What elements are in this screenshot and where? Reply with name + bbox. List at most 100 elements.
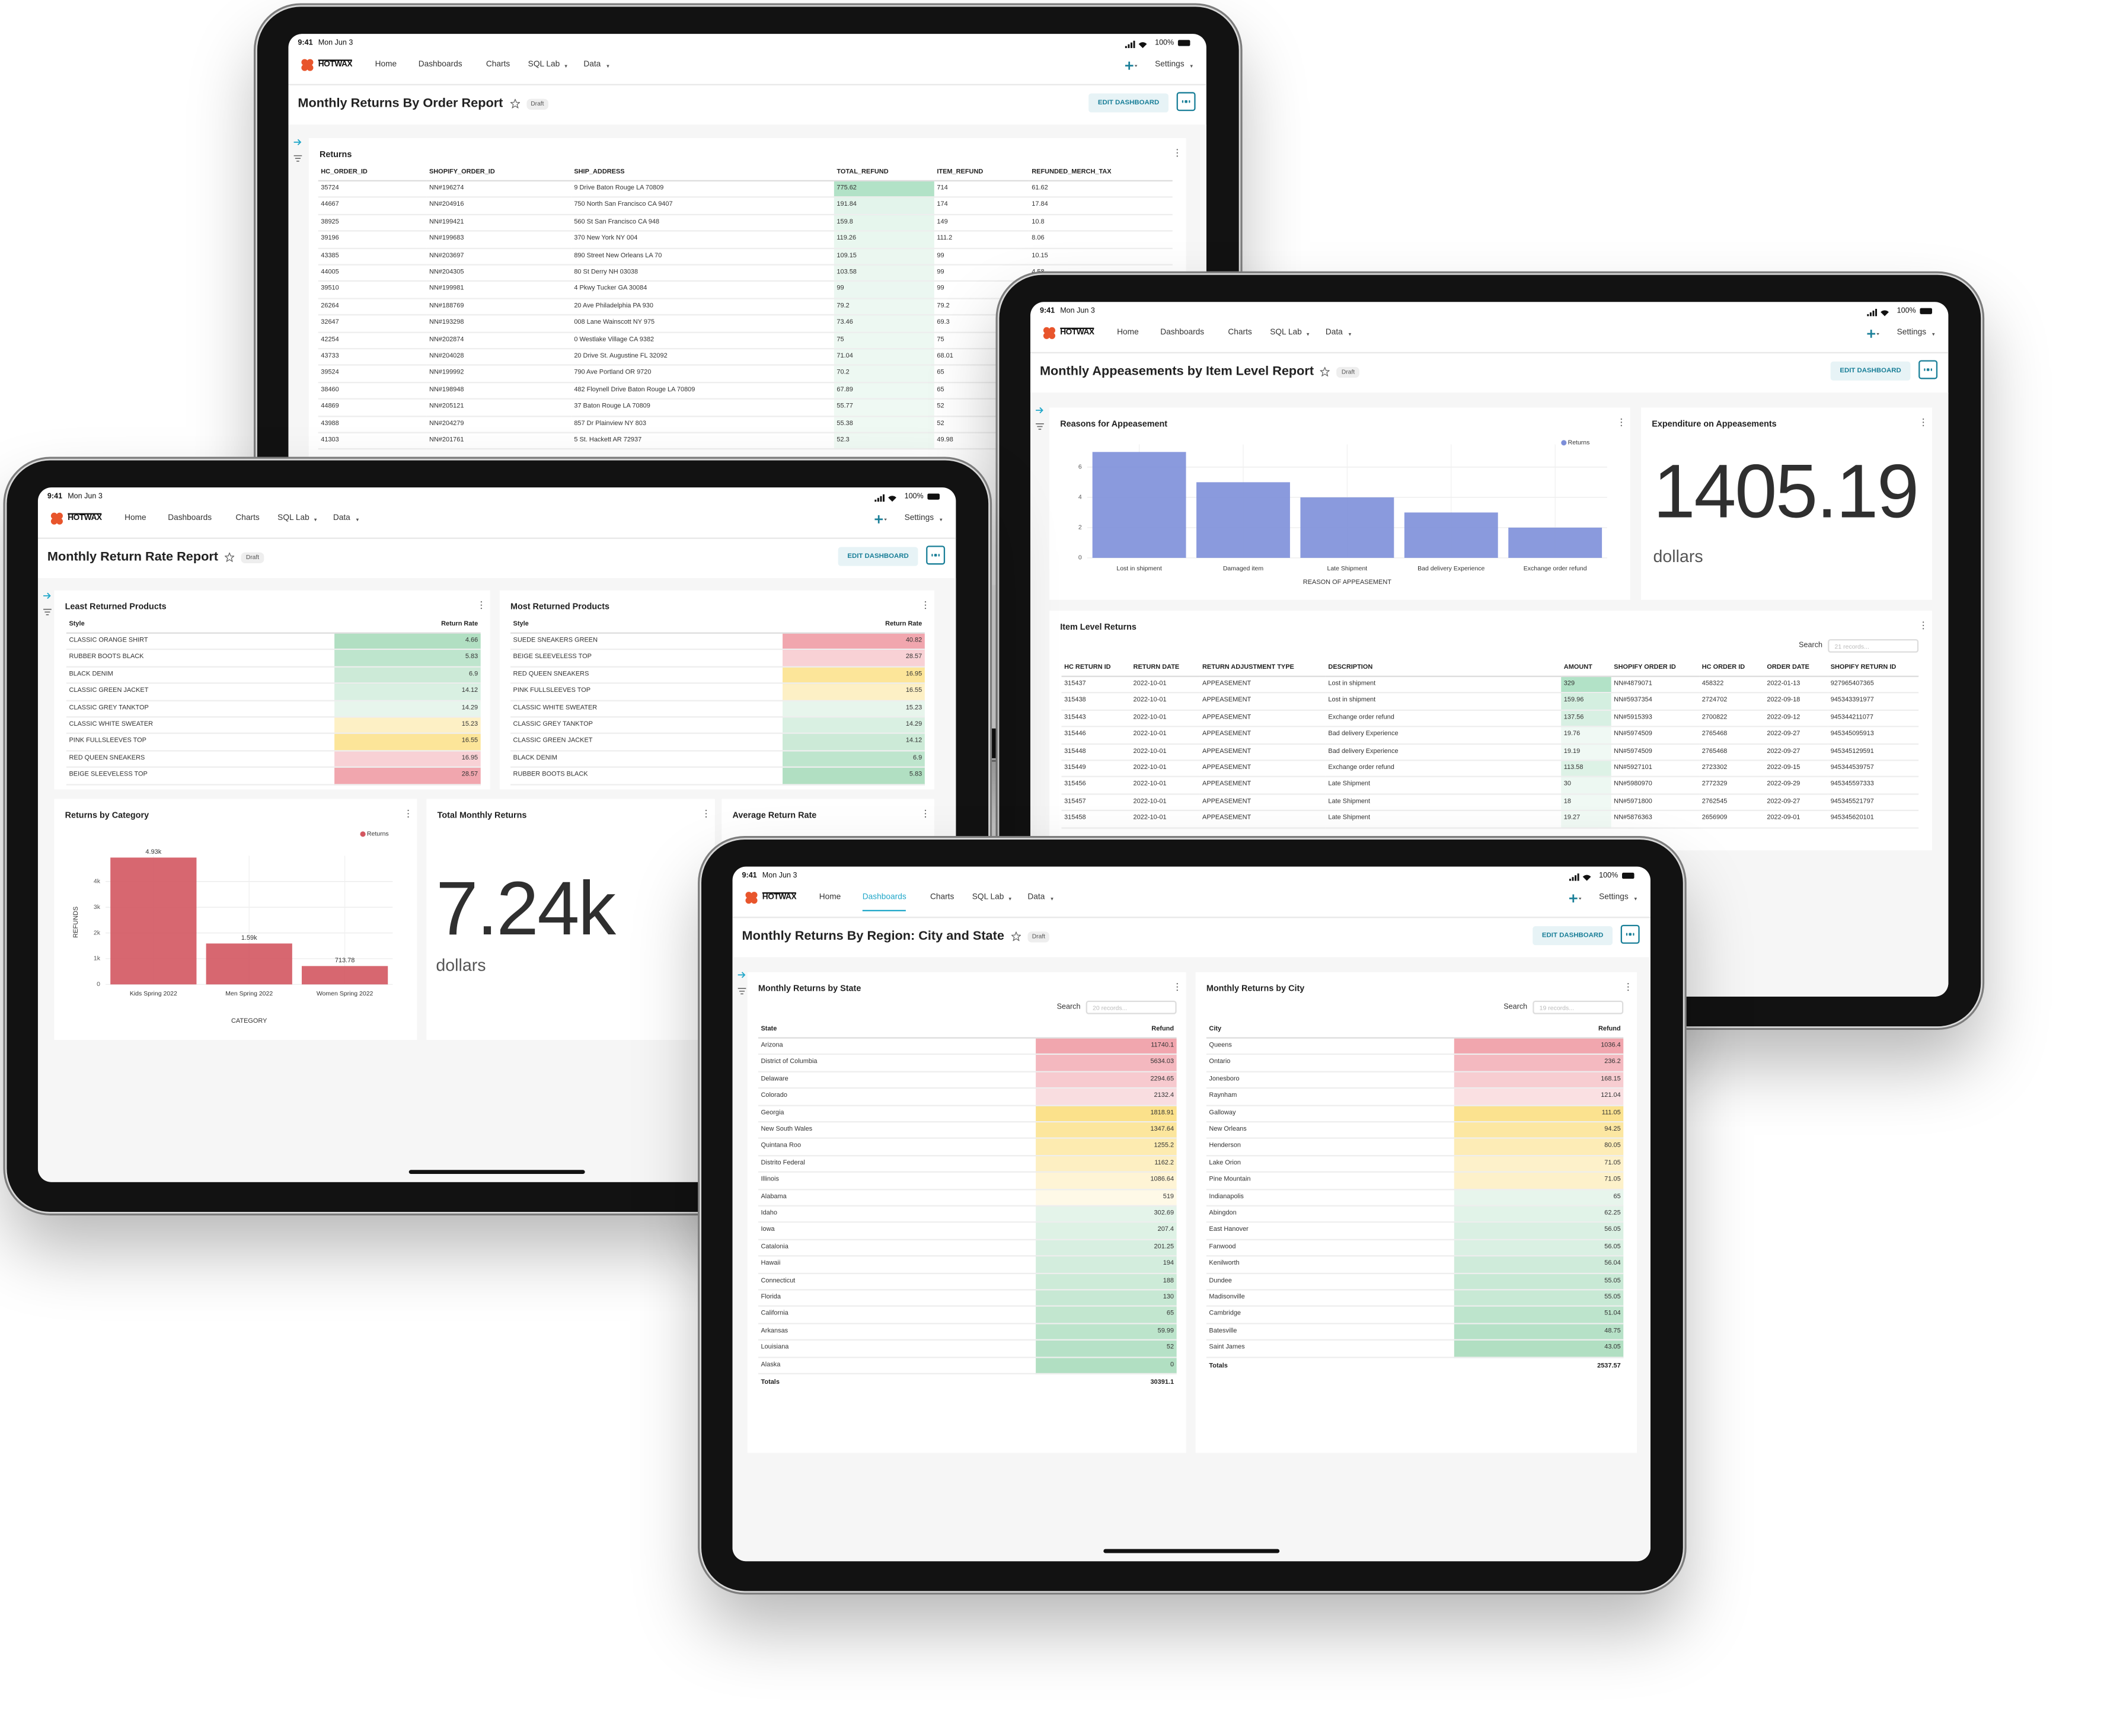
column-header[interactable]: SHOPIFY ORDER ID <box>1611 660 1700 677</box>
edit-dashboard-button[interactable]: EDIT DASHBOARD <box>1830 361 1911 381</box>
column-header[interactable]: RETURN DATE <box>1130 660 1200 677</box>
settings-menu[interactable]: Settings <box>1155 61 1192 69</box>
column-header[interactable]: TOTAL_REFUND <box>834 165 934 182</box>
column-header[interactable]: RETURN ADJUSTMENT TYPE <box>1199 660 1326 677</box>
nav-item[interactable]: Charts <box>1228 328 1252 337</box>
expand-icon <box>1036 407 1043 414</box>
column-header[interactable]: HC_ORDER_ID <box>318 165 427 182</box>
nav-item[interactable]: Charts <box>930 893 954 902</box>
table-cell: 890 Street New Orleans LA 70 <box>571 248 834 266</box>
panel-menu[interactable] <box>704 809 707 812</box>
favorite-star[interactable] <box>1320 366 1330 376</box>
edit-dashboard-button[interactable]: EDIT DASHBOARD <box>1088 93 1169 113</box>
panel-menu[interactable] <box>1176 149 1178 151</box>
nav-item[interactable]: Data <box>1027 893 1053 902</box>
add-button[interactable] <box>874 515 888 525</box>
nav-item[interactable]: Home <box>1117 328 1139 337</box>
column-header[interactable]: Style <box>510 617 783 634</box>
table-cell: 2022-10-01 <box>1130 811 1200 828</box>
nav-item[interactable]: Data <box>1326 329 1351 337</box>
nav-item[interactable]: SQL Lab <box>277 515 318 523</box>
more-button[interactable] <box>1620 924 1640 944</box>
column-header[interactable]: REFUNDED_MERCH_TAX <box>1029 165 1173 182</box>
settings-menu[interactable]: Settings <box>1897 329 1934 337</box>
signal-bar <box>1575 875 1577 881</box>
status-time: 9:41 <box>1039 307 1055 316</box>
nav-item[interactable]: SQL Lab <box>972 893 1013 902</box>
panel-menu[interactable] <box>924 601 927 604</box>
column-header[interactable]: AMOUNT <box>1561 660 1611 677</box>
column-header[interactable]: HC ORDER ID <box>1699 660 1764 677</box>
table-cell: 191.84 <box>834 198 934 215</box>
table-cell: 35724 <box>318 181 427 199</box>
panel-menu[interactable] <box>1627 983 1629 985</box>
more-button[interactable] <box>1918 360 1938 379</box>
nav-item[interactable]: Charts <box>235 514 260 523</box>
column-header[interactable]: Return Rate <box>334 617 481 634</box>
nav-item[interactable]: Charts <box>486 60 510 69</box>
column-header[interactable]: Refund <box>1036 1022 1177 1039</box>
nav-item[interactable]: Home <box>819 893 841 902</box>
panel-menu[interactable] <box>924 809 927 812</box>
big-number-subtitle: dollars <box>436 956 486 975</box>
settings-menu[interactable]: Settings <box>1599 893 1636 902</box>
table-cell: NN#204305 <box>426 266 572 282</box>
panel-menu[interactable] <box>407 809 409 812</box>
sidebar-icons[interactable] <box>292 138 303 171</box>
edit-dashboard-button[interactable]: EDIT DASHBOARD <box>1533 926 1613 946</box>
nav-item[interactable]: SQL Lab <box>1270 329 1311 337</box>
nav-item[interactable]: Dashboards <box>1160 328 1205 337</box>
wifi-icon <box>888 496 896 502</box>
search-box[interactable]: 21 records... <box>1828 639 1919 653</box>
sidebar-icons[interactable] <box>736 971 747 1003</box>
column-header[interactable]: Return Rate <box>783 617 925 634</box>
table-cell: 39196 <box>318 232 427 249</box>
column-header[interactable]: ITEM_REFUND <box>934 165 1029 182</box>
column-header[interactable]: SHOPIFY_ORDER_ID <box>426 165 572 182</box>
panel-menu[interactable] <box>1922 418 1924 420</box>
nav-item[interactable]: Data <box>583 61 609 69</box>
column-header[interactable]: SHOPIFY RETURN ID <box>1828 660 1919 677</box>
column-header[interactable]: Refund <box>1454 1022 1624 1039</box>
nav-item[interactable]: Dashboards <box>862 893 906 911</box>
column-header[interactable]: SHIP_ADDRESS <box>571 165 834 182</box>
more-button[interactable] <box>926 545 946 565</box>
nav-item[interactable]: SQL Lab <box>528 61 569 69</box>
sidebar-icons[interactable] <box>1035 406 1045 439</box>
table-cell: 2022-10-01 <box>1130 794 1200 812</box>
panel-menu[interactable] <box>1176 983 1178 985</box>
add-button[interactable] <box>1569 893 1583 904</box>
table-cell: 56.04 <box>1454 1256 1624 1274</box>
edit-dashboard-button[interactable]: EDIT DASHBOARD <box>838 547 918 566</box>
sidebar-icons[interactable] <box>42 592 53 624</box>
column-header[interactable]: ORDER DATE <box>1764 660 1828 677</box>
add-button[interactable] <box>1867 329 1881 340</box>
favorite-star[interactable] <box>225 552 235 562</box>
more-button[interactable] <box>1176 92 1196 111</box>
search-box[interactable]: 19 records... <box>1533 1000 1624 1014</box>
favorite-star[interactable] <box>1011 931 1021 942</box>
settings-menu[interactable]: Settings <box>905 515 942 523</box>
panel-menu[interactable] <box>480 601 483 604</box>
column-header[interactable]: Style <box>66 617 335 634</box>
add-button[interactable] <box>1125 61 1139 72</box>
nav-item[interactable]: Home <box>124 514 146 523</box>
nav-item[interactable]: Dashboards <box>418 60 462 69</box>
column-header[interactable]: HC RETURN ID <box>1061 660 1131 677</box>
panel-menu[interactable] <box>1620 418 1622 420</box>
panel-menu[interactable] <box>1922 621 1924 624</box>
column-header[interactable]: DESCRIPTION <box>1325 660 1562 677</box>
nav-item[interactable]: Dashboards <box>168 514 212 523</box>
column-header[interactable]: City <box>1206 1022 1454 1039</box>
favorite-star[interactable] <box>509 98 519 108</box>
nav-item[interactable]: Home <box>375 60 397 69</box>
search-box[interactable]: 20 records... <box>1086 1000 1177 1014</box>
status-battery: 100% <box>1155 39 1174 47</box>
star-shape <box>509 98 519 108</box>
nav-item[interactable]: Data <box>333 515 359 523</box>
table-cell: 482 Floynell Drive Baton Rouge LA 70809 <box>571 383 834 400</box>
logo-petal <box>304 62 311 69</box>
column-header[interactable]: State <box>758 1022 1036 1039</box>
signal-bar <box>1869 312 1872 317</box>
table-cell: RED QUEEN SNEAKERS <box>510 667 783 684</box>
